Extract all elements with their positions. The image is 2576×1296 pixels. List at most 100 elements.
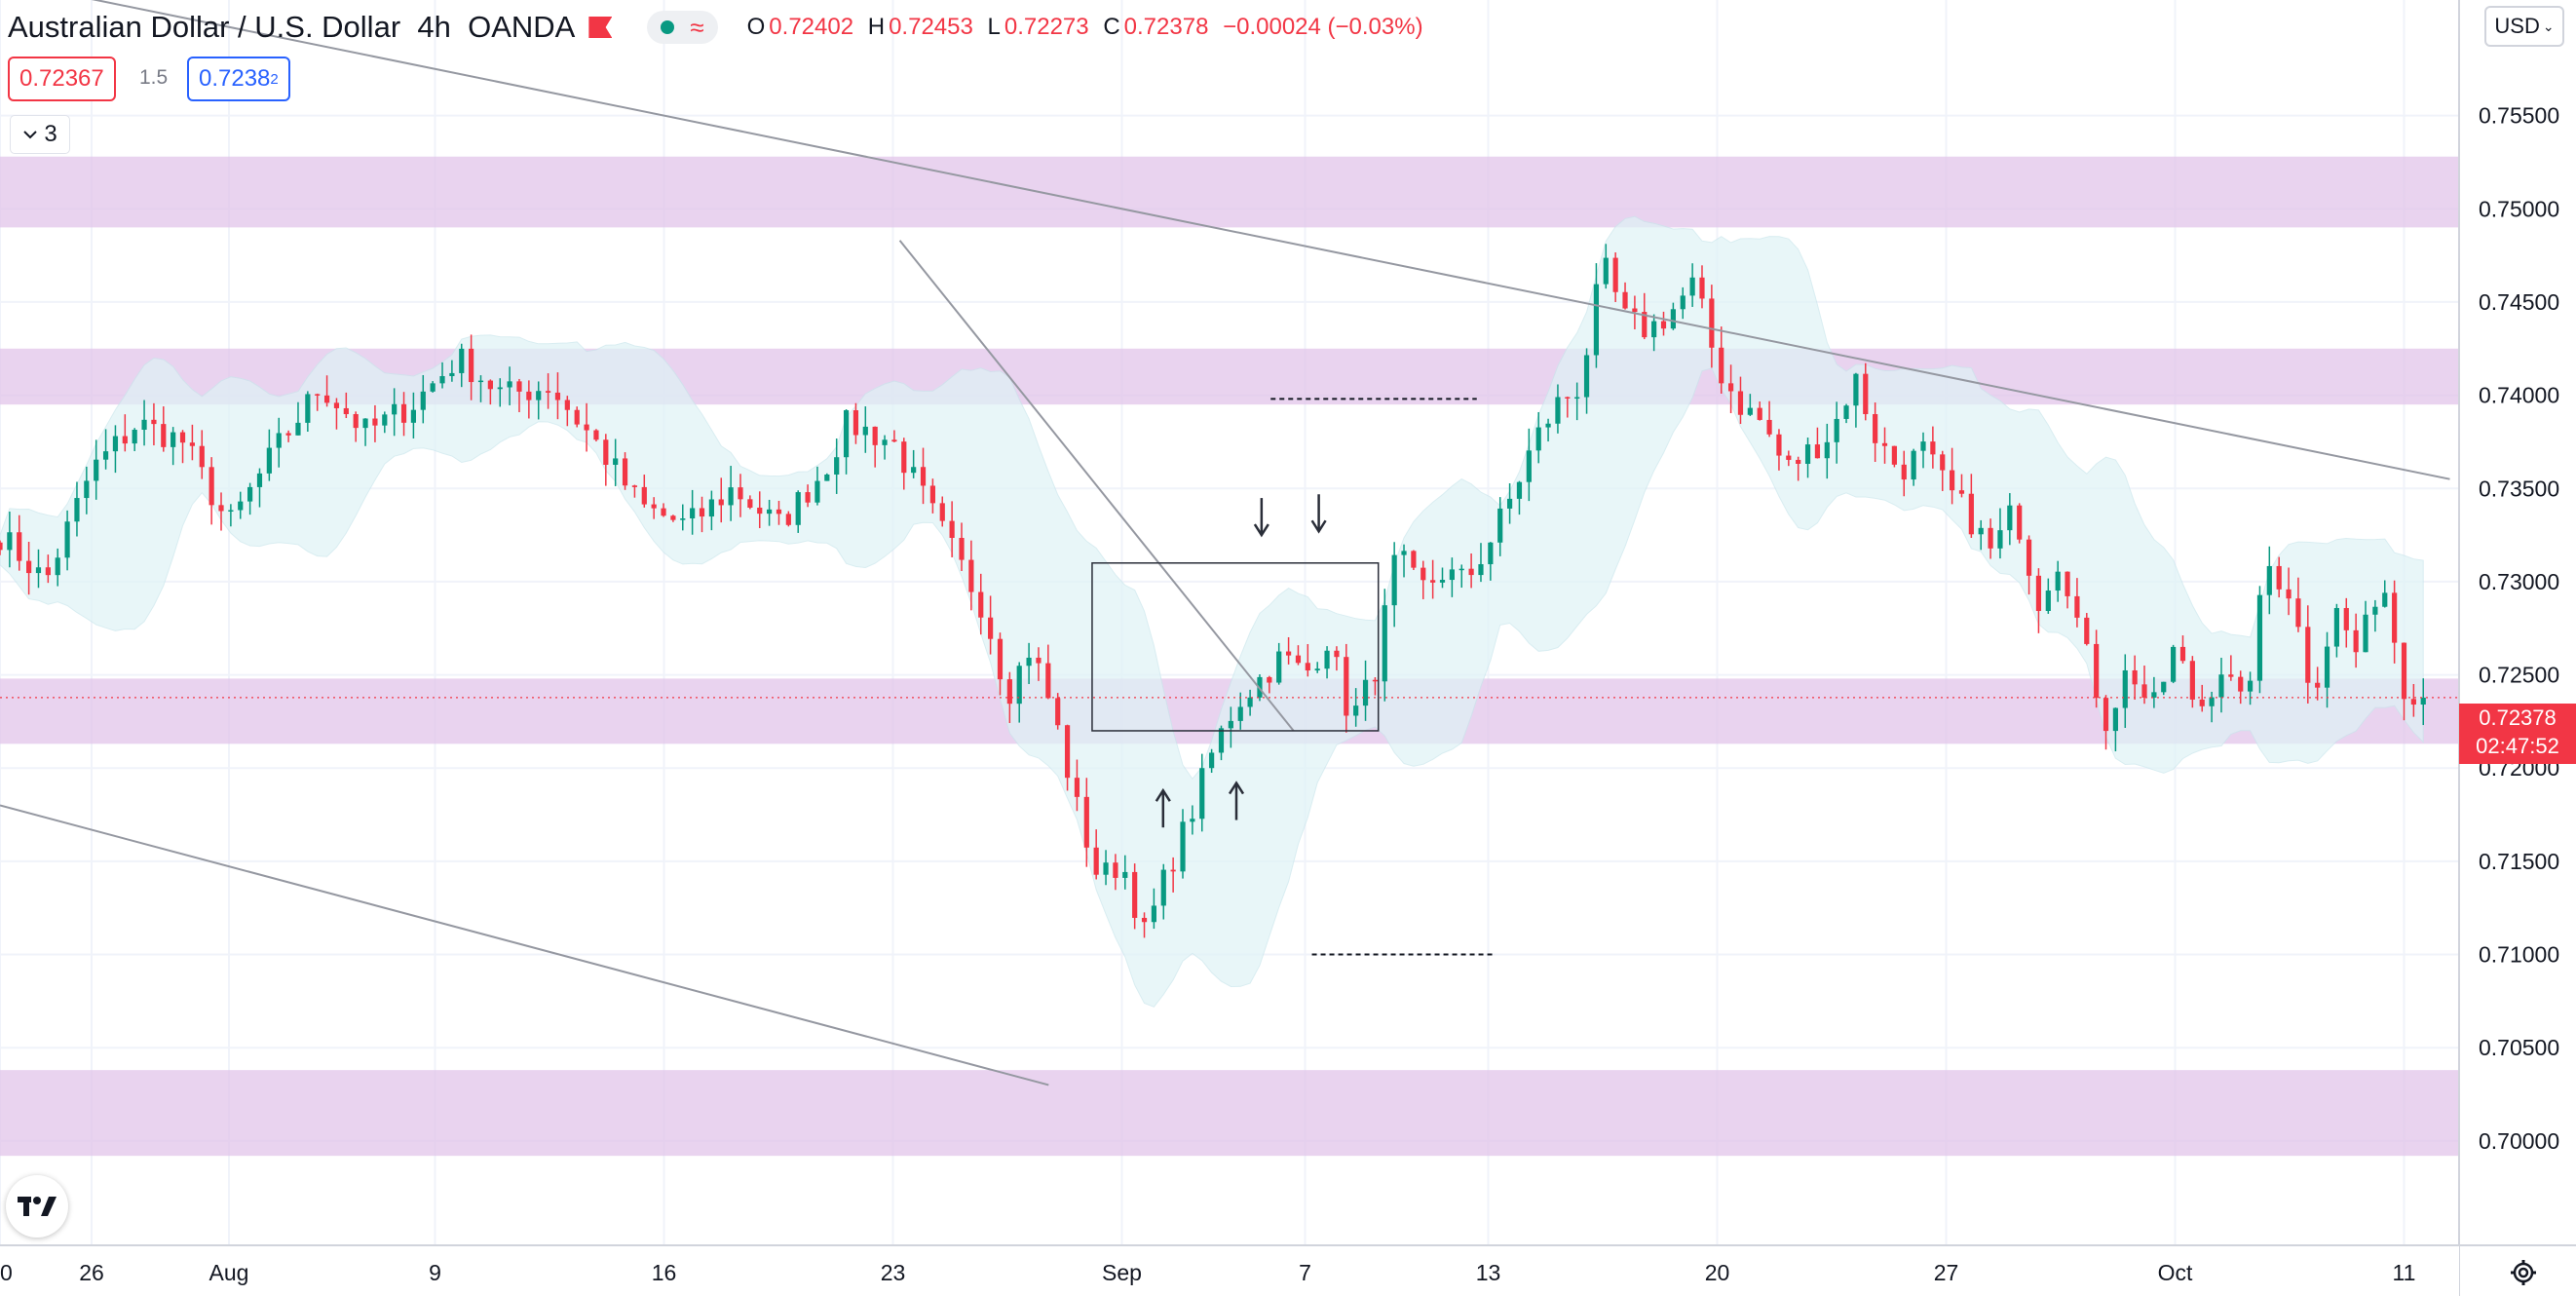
candle bbox=[507, 366, 512, 405]
candle bbox=[1237, 692, 1243, 730]
candle bbox=[1958, 474, 1965, 498]
candle bbox=[362, 418, 368, 446]
time-tick-label: 20 bbox=[1705, 1260, 1730, 1285]
candle bbox=[372, 404, 378, 442]
candle-body bbox=[1083, 796, 1089, 848]
candle-body bbox=[362, 418, 368, 429]
candle bbox=[564, 396, 570, 427]
candle-body bbox=[74, 498, 80, 522]
candle-body bbox=[1151, 905, 1156, 923]
candle-body bbox=[1814, 444, 1821, 459]
status-pill[interactable]: ≈ bbox=[647, 11, 718, 44]
candle bbox=[651, 497, 657, 519]
candle-body bbox=[1958, 490, 1965, 494]
candle-body bbox=[2324, 646, 2330, 688]
candle-body bbox=[2256, 594, 2263, 681]
candle-body bbox=[497, 387, 503, 390]
candle-body bbox=[1036, 657, 1042, 664]
settings-gear-icon[interactable] bbox=[2506, 1255, 2541, 1290]
time-tick-label: 26 bbox=[79, 1260, 104, 1285]
candle bbox=[1506, 482, 1513, 524]
candle bbox=[1776, 429, 1782, 471]
price-zone bbox=[0, 1070, 2459, 1157]
candle-body bbox=[1209, 752, 1215, 769]
candle bbox=[2112, 707, 2118, 752]
candle bbox=[2392, 580, 2398, 664]
candle-body bbox=[1055, 698, 1061, 726]
currency-button[interactable]: USD ⌄ bbox=[2484, 6, 2564, 47]
candle bbox=[593, 429, 599, 442]
buy-button[interactable]: 0.7238 2 bbox=[187, 57, 290, 101]
candle-body bbox=[661, 508, 666, 516]
time-tick-label: 7 bbox=[1299, 1260, 1311, 1285]
tradingview-logo-icon[interactable] bbox=[6, 1175, 68, 1238]
candle-body bbox=[1516, 481, 1523, 499]
candle bbox=[2045, 578, 2051, 614]
candle bbox=[2286, 567, 2292, 616]
candle-body bbox=[2315, 682, 2321, 688]
candle-body bbox=[708, 499, 714, 517]
candle bbox=[949, 501, 955, 557]
candle bbox=[1612, 252, 1618, 303]
candle-body bbox=[1968, 493, 1974, 535]
price-zone bbox=[0, 156, 2459, 228]
candle bbox=[2382, 580, 2388, 608]
candle-body bbox=[1372, 679, 1379, 682]
candle-body bbox=[2065, 571, 2070, 596]
candle bbox=[179, 430, 186, 464]
candle-body bbox=[2199, 699, 2205, 706]
candle-body bbox=[1766, 419, 1772, 435]
candle-body bbox=[2209, 697, 2215, 706]
candle-body bbox=[1747, 407, 1753, 415]
candle-body bbox=[305, 394, 311, 423]
candle bbox=[1103, 850, 1109, 886]
time-axis-bg bbox=[0, 1245, 2459, 1296]
candle bbox=[26, 541, 32, 595]
candle-body bbox=[84, 480, 90, 499]
candle bbox=[785, 511, 791, 527]
candle-body bbox=[1853, 373, 1859, 406]
candle bbox=[2171, 644, 2177, 684]
chevron-down-icon: ⌄ bbox=[2542, 18, 2555, 34]
candle-body bbox=[882, 439, 888, 445]
candle bbox=[410, 392, 417, 438]
candle bbox=[1267, 675, 1272, 694]
price-tick-label: 0.70000 bbox=[2479, 1128, 2559, 1154]
candle-body bbox=[1237, 706, 1243, 721]
candle-body bbox=[584, 424, 589, 431]
candle-body bbox=[1045, 663, 1051, 699]
candle bbox=[1439, 567, 1446, 589]
sell-button[interactable]: 0.72367 bbox=[8, 57, 116, 101]
candle bbox=[2343, 597, 2349, 648]
candle-body bbox=[1488, 542, 1494, 565]
candle-body bbox=[1411, 551, 1417, 568]
symbol-title[interactable]: Australian Dollar / U.S. Dollar 4h OANDA bbox=[8, 10, 576, 44]
candle bbox=[477, 375, 484, 402]
candle bbox=[1670, 302, 1676, 330]
candle bbox=[1545, 418, 1551, 442]
candle-body bbox=[1593, 284, 1600, 356]
candle bbox=[718, 477, 724, 523]
price-tick-label: 0.72500 bbox=[2479, 663, 2559, 688]
candle-body bbox=[901, 441, 907, 474]
candle-body bbox=[2112, 707, 2118, 732]
candle bbox=[728, 466, 734, 521]
candle bbox=[690, 489, 696, 535]
candle bbox=[1170, 857, 1176, 893]
candle bbox=[2324, 631, 2330, 708]
candle-body bbox=[2382, 592, 2388, 607]
candle-body bbox=[2420, 697, 2426, 705]
candle bbox=[1747, 394, 1753, 416]
candle-body bbox=[256, 473, 263, 487]
candle-body bbox=[400, 403, 407, 423]
candle-body bbox=[1920, 441, 1926, 451]
candle bbox=[2199, 684, 2205, 712]
candle-body bbox=[1997, 530, 2003, 549]
candle bbox=[1622, 282, 1628, 310]
candle bbox=[2102, 695, 2109, 750]
indicators-collapse-button[interactable]: 3 bbox=[10, 115, 70, 154]
candle bbox=[189, 424, 195, 461]
candle-body bbox=[1285, 651, 1292, 656]
candle bbox=[1421, 560, 1426, 599]
